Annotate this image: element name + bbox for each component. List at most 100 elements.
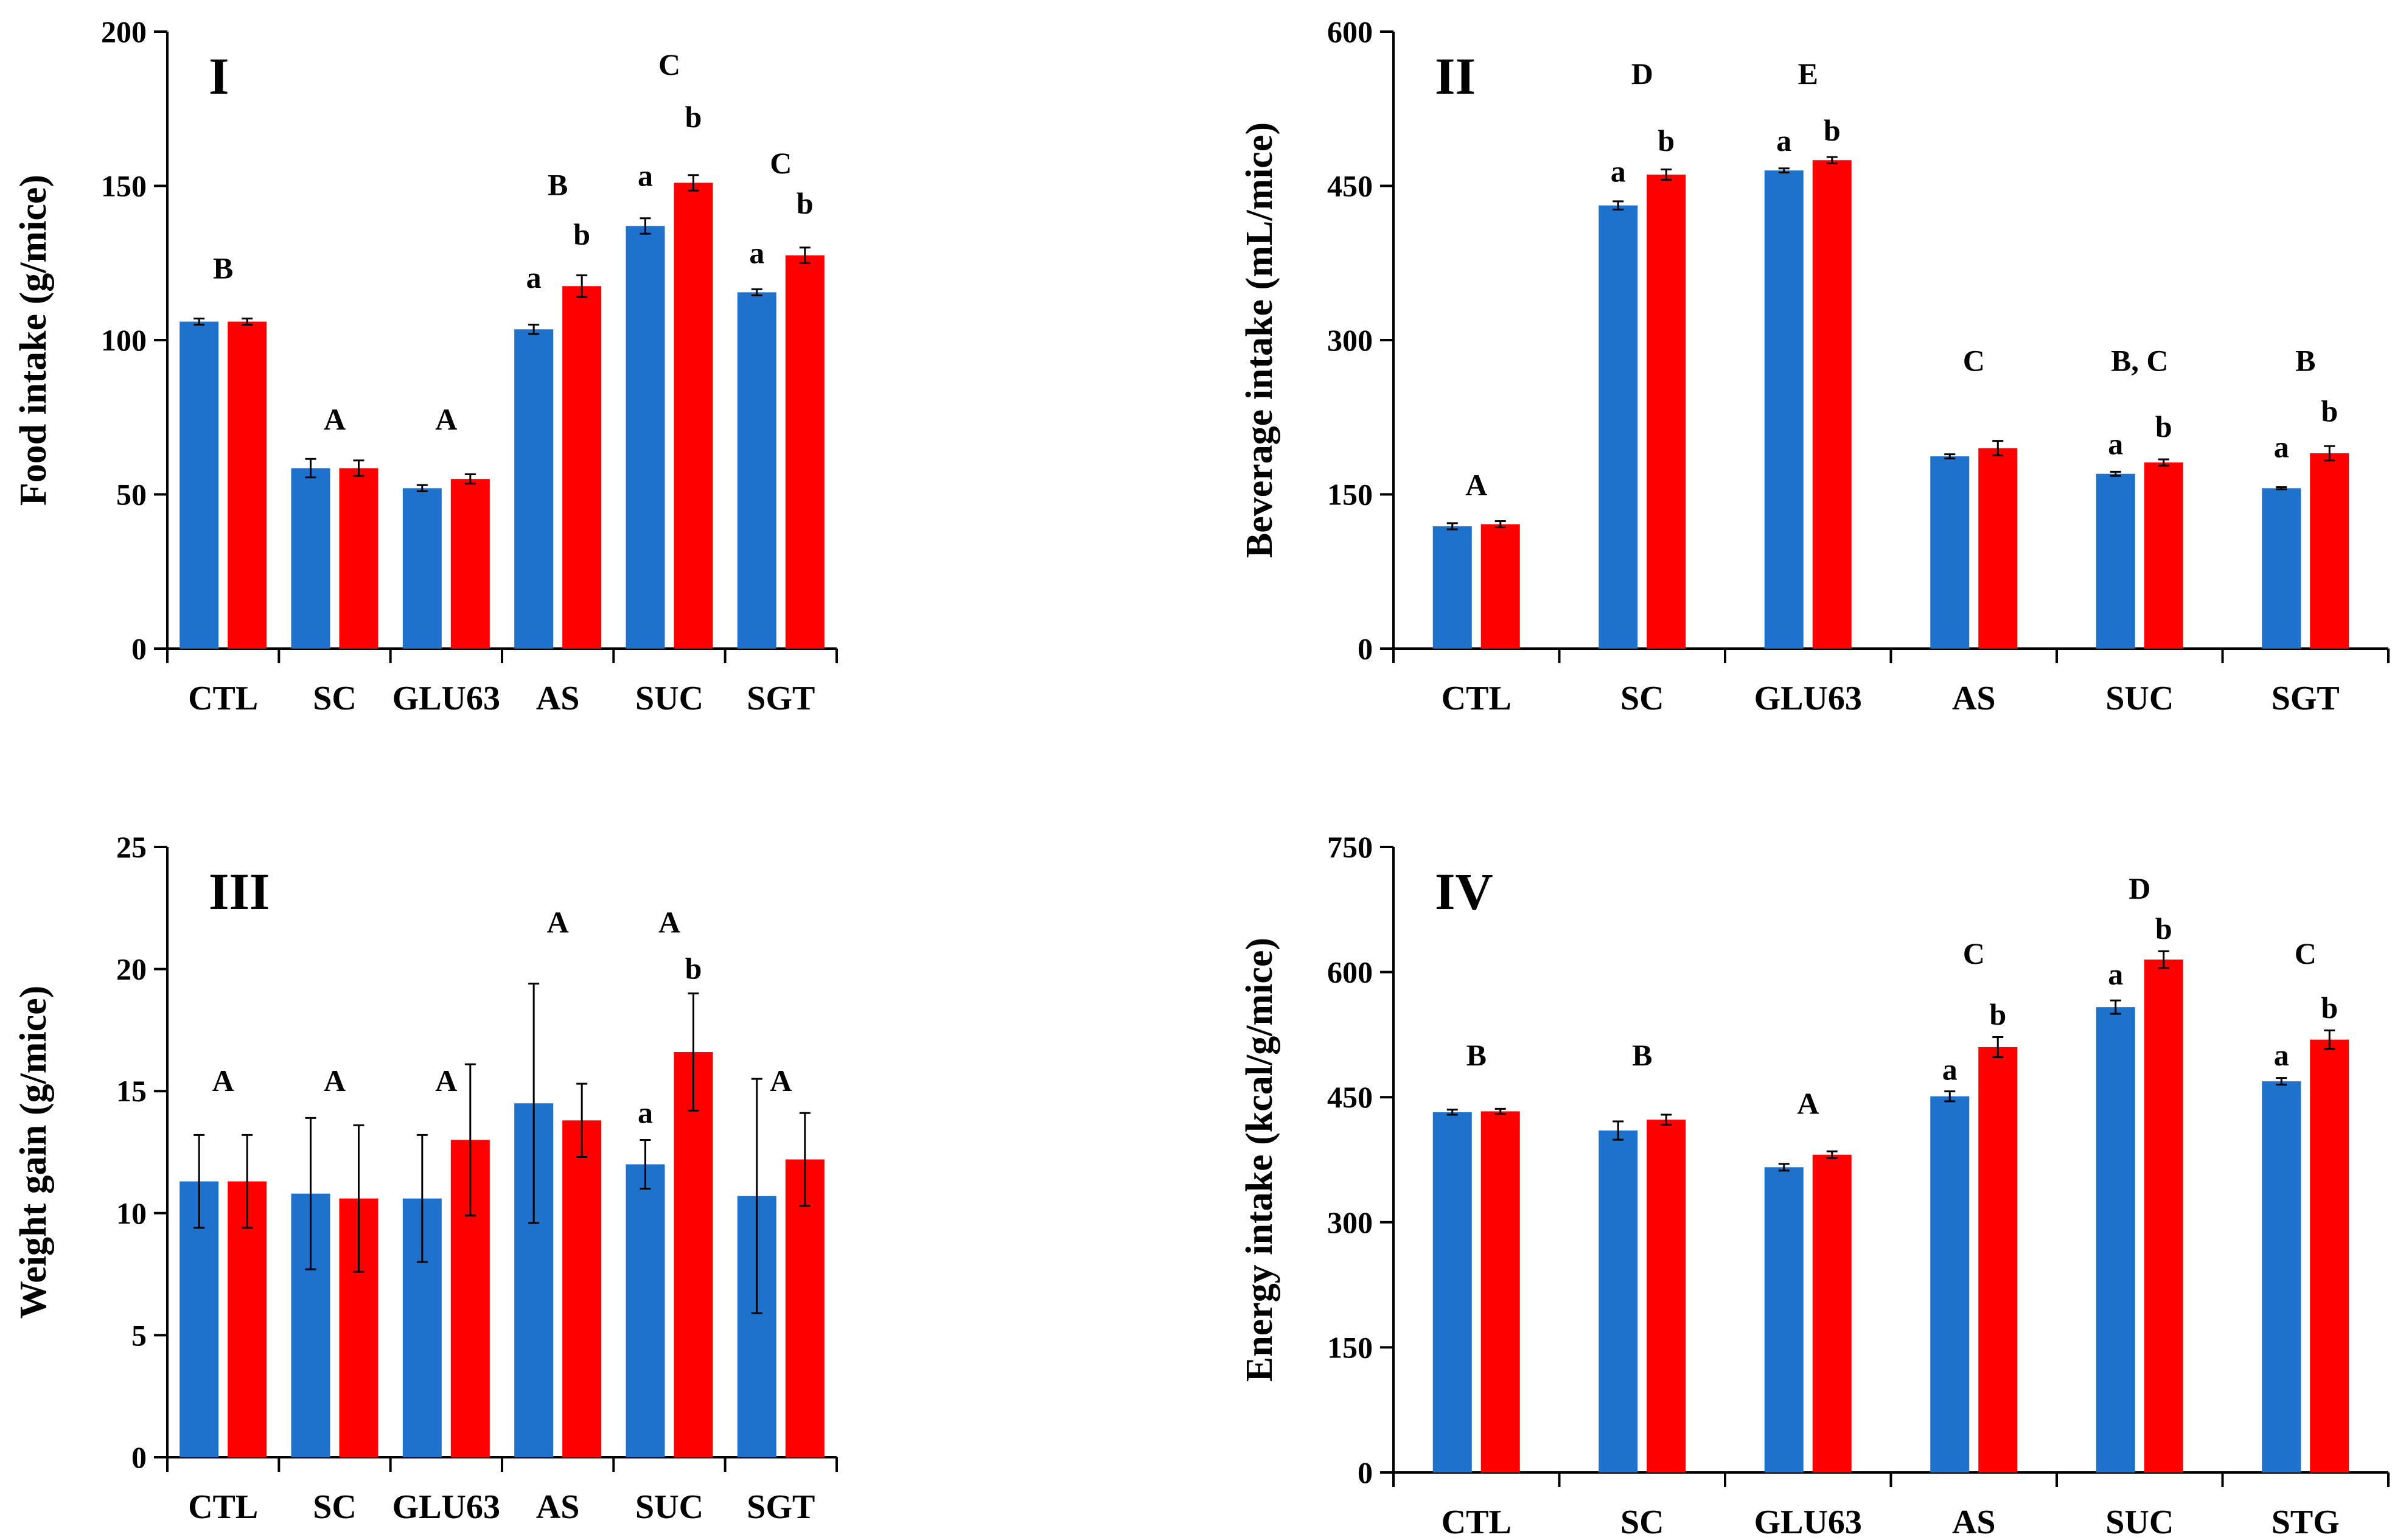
significance-letter: A [435,402,457,436]
significance-letter: a [1942,1052,1958,1086]
significance-letter: A [435,1064,457,1098]
significance-letter: b [1658,124,1675,158]
bar-series-red [674,1052,713,1457]
x-tick-label: SUC [2105,1503,2174,1540]
significance-letter: A [324,1064,346,1098]
panel-label: I [209,47,229,105]
bar-series-blue [1432,526,1472,649]
y-tick-label: 600 [1327,955,1373,989]
bar-series-blue [626,1164,665,1457]
x-tick-label: CTL [1442,1503,1512,1540]
x-tick-label: AS [536,1488,580,1526]
bar-series-red [562,1120,602,1457]
bar-series-red [2310,1039,2349,1472]
bar-series-blue [626,226,665,649]
bar-series-red [785,1159,825,1457]
bar-series-blue [291,468,330,649]
y-tick-label: 300 [1327,323,1373,357]
significance-letter: A [324,402,346,436]
bar-series-blue [737,292,776,649]
significance-letter: A [658,905,680,939]
x-tick-label: CTL [188,1488,258,1526]
significance-letter: a [2108,957,2123,991]
bar-series-red [2310,453,2349,649]
chart-panel-III: 0 5 10 15 20 25 CTL SC GLU63 AS SUC SGT Weight gain … [13,830,838,1526]
x-tick-label: SUC [635,680,703,717]
y-tick-label: 25 [116,830,147,864]
significance-letter: a [2274,1038,2289,1072]
significance-letter: C [1963,936,1985,970]
significance-letter: a [2108,427,2123,461]
y-axis-label: Beverage intake (mL/mice) [1239,122,1280,558]
panel-label: III [209,862,270,921]
y-tick-label: 20 [116,952,147,986]
significance-letter: a [638,159,653,193]
x-tick-label: SC [1620,680,1664,717]
significance-letter: C [770,146,792,180]
chart-panel-IV: 0 150 300 450 600 750 CTL SC GLU63 AS SUC STG Energy… [1239,830,2390,1540]
bar-series-red [339,468,378,649]
y-tick-label: 5 [131,1318,147,1352]
y-tick-label: 0 [131,632,147,666]
y-tick-label: 10 [116,1196,147,1230]
x-tick-label: SGT [747,1488,815,1526]
bar-series-blue [2262,488,2301,649]
y-tick-label: 0 [131,1440,147,1474]
bar-series-blue [1930,456,1970,649]
y-tick-label: 150 [1327,478,1373,512]
significance-letter: A [1797,1087,1819,1121]
x-tick-label: GLU63 [392,680,500,717]
significance-letter: b [2321,991,2338,1025]
significance-letter: E [1798,57,1818,91]
bar-series-red [1978,1047,2018,1472]
significance-letter: b [2155,911,2172,946]
significance-letter: A [212,1064,234,1098]
panel-label: II [1435,47,1476,105]
bar-series-red [1978,448,2018,649]
x-tick-label: AS [536,680,580,717]
significance-letter: a [2274,430,2289,464]
bar-series-red [1480,524,1520,649]
y-tick-label: 450 [1327,1080,1373,1114]
significance-letter: b [573,217,590,251]
x-tick-label: GLU63 [392,1488,500,1526]
y-tick-label: 0 [1358,1455,1373,1489]
bar-series-red [1647,174,1686,649]
x-tick-label: AS [1952,1503,1996,1540]
bar-series-blue [2262,1081,2301,1472]
bar-series-blue [1764,1167,1804,1472]
y-axis-label: Energy intake (kcal/g/mice) [1239,938,1280,1382]
bar-series-blue [1432,1112,1472,1472]
x-tick-label: GLU63 [1754,1503,1862,1540]
bar-series-red [1812,160,1852,649]
significance-letter: B [548,168,568,202]
bar-series-blue [1764,170,1804,649]
x-tick-label: CTL [188,680,258,717]
bar-series-red [562,286,602,649]
significance-letter: a [638,1095,653,1129]
x-tick-label: SC [313,1488,357,1526]
significance-letter: b [2155,409,2172,444]
chart-panel-I: 0 50 100 150 200 CTL SC GLU63 AS SUC SGT Food intak… [13,15,838,717]
y-tick-label: 50 [116,478,147,512]
significance-letter: C [2295,936,2317,970]
y-axis-label: Food intake (g/mice) [13,175,54,506]
significance-letter: b [1824,113,1841,147]
significance-letter: C [658,47,680,82]
significance-letter: a [1776,124,1791,158]
bar-series-blue [1599,205,1638,649]
significance-letter: b [797,186,814,220]
x-tick-label: AS [1952,680,1996,717]
x-tick-label: SC [1620,1503,1664,1540]
x-tick-label: SGT [2272,680,2340,717]
y-tick-label: 100 [101,323,147,357]
x-tick-label: SUC [635,1488,703,1526]
x-tick-label: SUC [2105,680,2174,717]
y-tick-label: 15 [116,1074,147,1108]
significance-letter: b [2321,394,2338,428]
significance-letter: D [1631,57,1653,91]
significance-letter: C [1963,344,1985,378]
bar-series-red [785,255,825,649]
x-tick-label: GLU63 [1754,680,1862,717]
